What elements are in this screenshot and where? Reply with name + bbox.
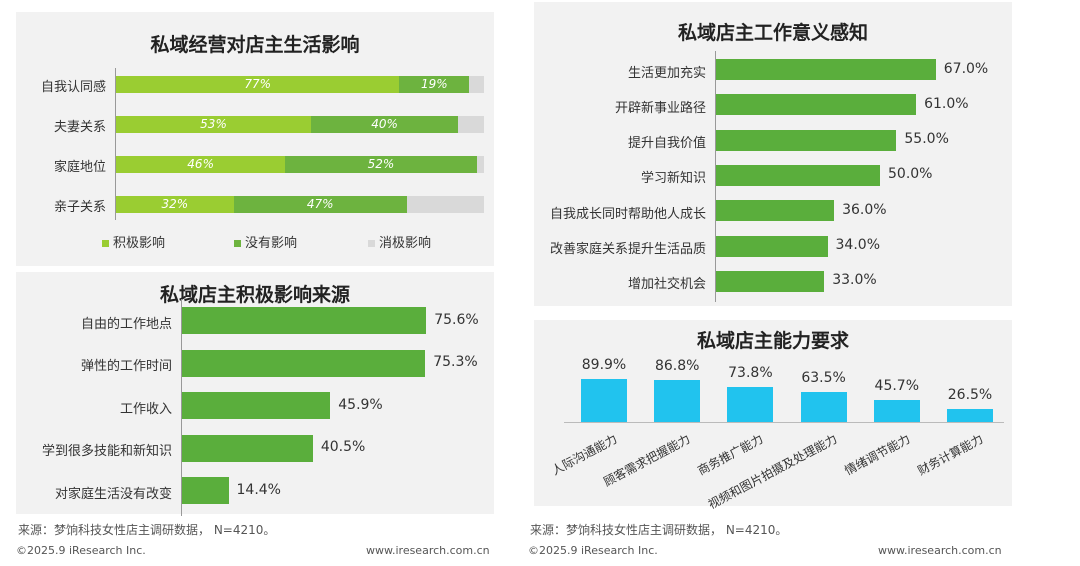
column-bar	[581, 378, 627, 422]
bar-segment	[476, 156, 484, 173]
panel-work-meaning: 私域店主工作意义感知 生活更加充实 67.0% 开辟新事业路径 61.0% 提升自我价值…	[534, 2, 1012, 306]
column-bar	[654, 380, 701, 422]
copyright: ©2025.9 iResearch Inc.	[16, 544, 146, 557]
value-label: 40.5%	[320, 439, 366, 455]
bar	[716, 200, 835, 222]
panel-title: 私域经营对店主生活影响	[150, 34, 360, 56]
value-label: 34.0%	[835, 237, 880, 253]
value-label: 89.9%	[581, 356, 627, 373]
category-label: 增加社交机会	[627, 277, 706, 293]
value-label: 36.0%	[842, 201, 887, 218]
bar-segment: 32%	[116, 196, 234, 213]
bar	[716, 164, 880, 186]
legend-label: 积极影响	[113, 236, 166, 251]
bar-segment: 47%	[233, 196, 407, 213]
bar	[716, 59, 936, 80]
bar-segment	[469, 76, 484, 93]
legend-item-positive: 积极影响	[102, 232, 165, 251]
bar-segment	[458, 116, 484, 133]
category-label: 开辟新事业路径	[614, 100, 706, 116]
panel-title: 私域店主积极影响来源	[159, 284, 350, 306]
axis-line	[115, 68, 116, 220]
category-label: 视频和图片拍摄及处理能力	[705, 431, 840, 512]
source-note: 来源：梦饷科技女性店主调研数据， N=4210。	[530, 523, 788, 537]
legend-item-neutral: 没有影响	[234, 232, 297, 251]
bar	[716, 235, 828, 257]
bar	[182, 434, 313, 462]
legend-label: 消极影响	[379, 236, 432, 251]
panel-title: 私域店主工作意义感知	[677, 22, 868, 44]
website-link[interactable]: www.iresearch.com.cn	[366, 544, 490, 557]
category-label: 财务计算能力	[915, 431, 986, 478]
legend-item-negative: 消极影响	[368, 232, 431, 251]
category-label: 自由的工作地点	[80, 316, 172, 332]
website-link[interactable]: www.iresearch.com.cn	[878, 544, 1002, 557]
bar-segment: 77%	[116, 76, 400, 93]
axis-line	[181, 299, 182, 516]
value-label: 14.4%	[236, 481, 281, 498]
value-label: 75.6%	[434, 311, 479, 328]
bar	[182, 477, 229, 504]
panel-life-impact: 私域经营对店主生活影响 自我认同感 77% 19% 夫妻关系 53% 40% 家庭地位 46%…	[16, 12, 494, 266]
panel-ability-requirements: 私域店主能力要求 89.9% 人际沟通能力 86.8% 顾客需求把握能力 73.8% 商务…	[534, 320, 1012, 512]
bar	[716, 94, 917, 116]
value-label: 55.0%	[904, 131, 949, 148]
column-bar	[800, 391, 847, 422]
category-label: 改善家庭关系提升生活品质	[549, 242, 706, 257]
value-label: 50.0%	[888, 166, 933, 183]
bar	[182, 392, 331, 419]
value-label: 73.8%	[728, 364, 773, 381]
bar-segment: 52%	[285, 156, 477, 173]
category-label: 情绪调节能力	[842, 431, 913, 478]
category-label: 对家庭生活没有改变	[54, 486, 172, 502]
value-label: 33.0%	[832, 272, 877, 289]
value-label: 75.3%	[433, 354, 478, 370]
category-label: 弹性的工作时间	[80, 359, 172, 374]
bar-segment: 46%	[116, 156, 286, 173]
bar	[182, 349, 426, 377]
column-bar	[873, 400, 920, 422]
value-label: 86.8%	[654, 358, 700, 375]
legend-label: 没有影响	[245, 236, 298, 251]
column-bar	[947, 409, 993, 422]
category-label: 家庭地位	[53, 160, 106, 175]
bar-segment: 53%	[116, 116, 312, 133]
category-label: 自我成长同时帮助他人成长	[549, 206, 706, 222]
category-label: 自我认同感	[40, 80, 106, 95]
category-label: 工作收入	[119, 401, 172, 417]
category-label: 生活更加充实	[627, 65, 706, 81]
source-note: 来源：梦饷科技女性店主调研数据， N=4210。	[18, 523, 276, 537]
value-label: 61.0%	[924, 95, 969, 112]
bar-segment: 19%	[399, 76, 470, 93]
category-label: 亲子关系	[53, 200, 106, 215]
value-label: 67.0%	[943, 60, 989, 77]
panel-positive-sources: 私域店主积极影响来源 自由的工作地点 75.6% 弹性的工作时间 75.3% 工作收入 4…	[16, 272, 494, 516]
value-label: 63.5%	[801, 369, 846, 386]
value-label: 45.9%	[338, 396, 383, 413]
category-label: 夫妻关系	[53, 120, 106, 135]
value-label: 45.7%	[874, 378, 920, 395]
axis-line	[715, 51, 716, 303]
bar	[716, 129, 897, 151]
value-label: 26.5%	[947, 387, 993, 404]
column-bar	[727, 386, 774, 422]
bar	[182, 307, 427, 334]
bar-segment	[406, 196, 484, 213]
axis-line	[564, 422, 1004, 423]
category-label: 学习新知识	[640, 171, 706, 187]
category-label: 提升自我价值	[627, 136, 706, 152]
category-label: 学到很多技能和新知识	[41, 444, 172, 459]
panel-title: 私域店主能力要求	[696, 330, 849, 352]
copyright: ©2025.9 iResearch Inc.	[528, 544, 658, 557]
bar	[716, 270, 825, 292]
bar-segment: 40%	[311, 116, 459, 133]
